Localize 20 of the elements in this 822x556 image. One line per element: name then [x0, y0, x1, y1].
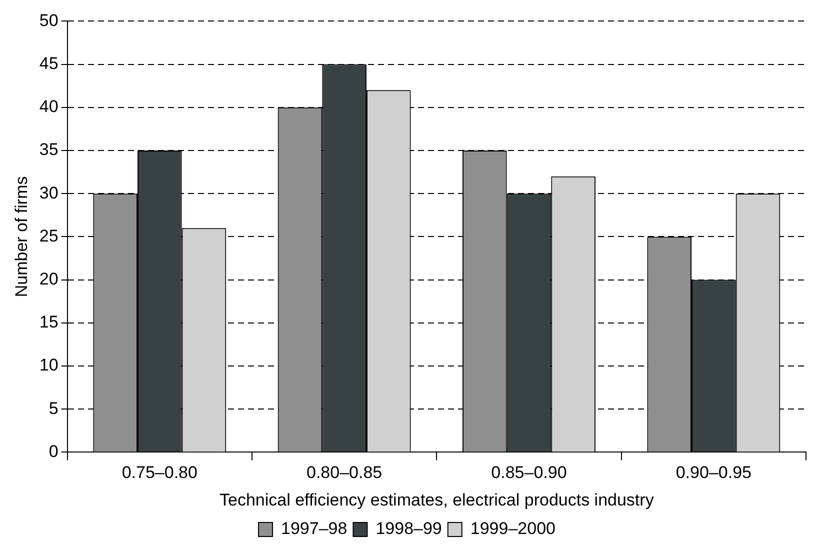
y-tick-label: 40 — [39, 97, 58, 116]
y-tick-label: 50 — [39, 10, 58, 30]
legend-label: 1997–98 — [281, 519, 348, 538]
x-tick-label: 0.80–0.85 — [306, 463, 382, 482]
x-tick-label: 0.85–0.90 — [491, 463, 567, 482]
y-tick-label: 15 — [39, 312, 58, 332]
x-tick-label: 0.90–0.95 — [676, 463, 752, 482]
x-axis-title: Technical efficiency estimates, electrical products industry — [219, 490, 654, 510]
y-tick-label: 30 — [39, 183, 58, 202]
x-tick-label: 0.75–0.80 — [122, 463, 198, 482]
y-tick-label: 45 — [39, 54, 58, 73]
legend-label: 1998–99 — [376, 519, 442, 538]
y-tick-label: 20 — [39, 269, 58, 288]
y-tick-label: 10 — [39, 356, 58, 375]
y-axis-title: Number of firms — [12, 176, 31, 298]
y-tick-label: 5 — [48, 398, 58, 418]
y-tick-label: 35 — [39, 140, 58, 160]
legend-label: 1999–2000 — [470, 519, 556, 538]
y-tick-label: 0 — [48, 442, 58, 461]
y-tick-label: 25 — [39, 226, 58, 246]
